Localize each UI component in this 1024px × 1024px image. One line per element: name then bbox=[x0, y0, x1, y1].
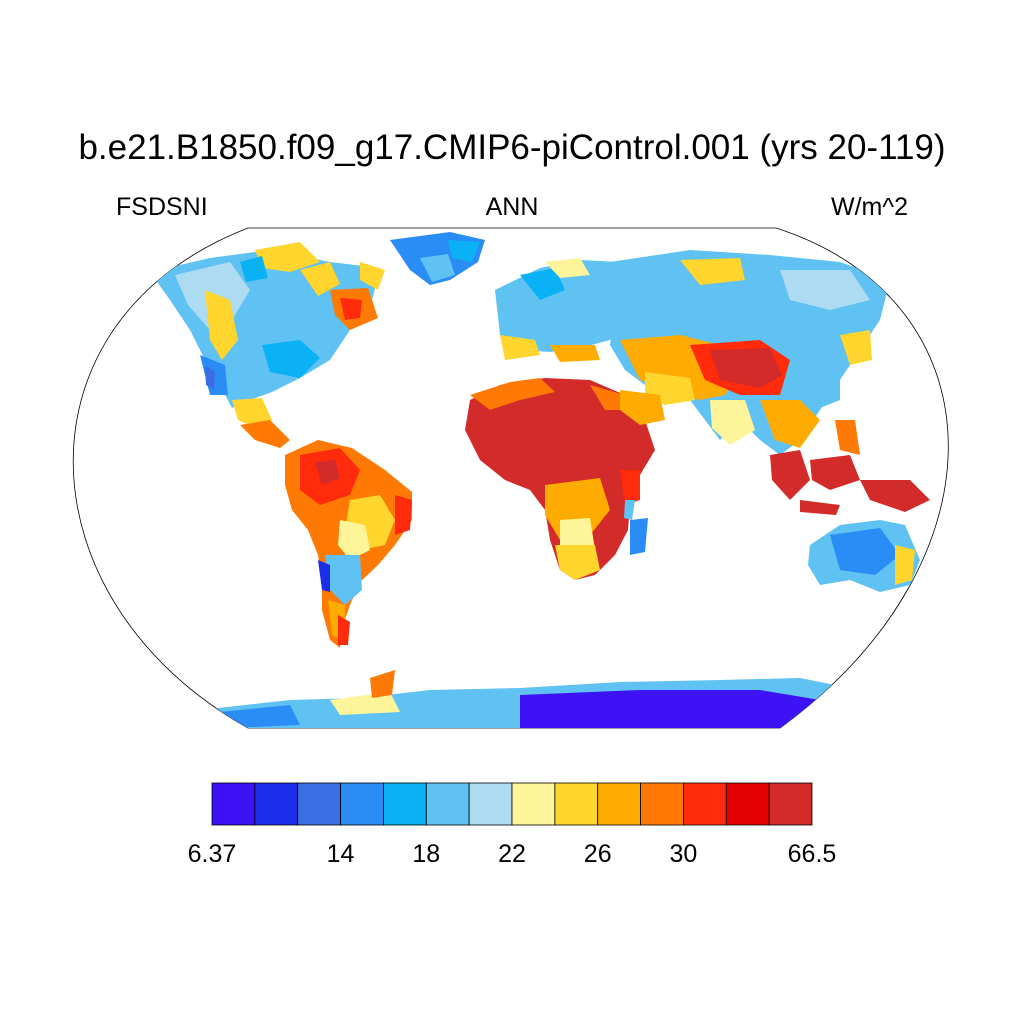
colorbar-tick-label: 30 bbox=[670, 840, 698, 868]
europe bbox=[495, 258, 640, 362]
colorbar-swatch bbox=[768, 782, 813, 826]
maritime-se-asia bbox=[770, 420, 930, 515]
colorbar-swatch bbox=[511, 782, 556, 826]
colorbar-swatch bbox=[683, 782, 727, 826]
colorbar-swatch bbox=[297, 782, 341, 826]
colorbar-swatch bbox=[725, 782, 770, 826]
plot-title: b.e21.B1850.f09_g17.CMIP6-piControl.001 … bbox=[78, 128, 946, 167]
greenland bbox=[390, 232, 485, 285]
colorbar-tick-label: 26 bbox=[584, 840, 612, 868]
africa bbox=[465, 378, 655, 580]
north-america bbox=[150, 242, 385, 448]
colorbar-swatch bbox=[340, 782, 384, 826]
colorbar-swatch bbox=[425, 782, 470, 826]
units-label: W/m^2 bbox=[830, 193, 908, 221]
asia bbox=[610, 250, 890, 455]
colorbar-tick-label: 22 bbox=[498, 840, 526, 868]
antarctica bbox=[160, 670, 900, 728]
colorbar-swatch bbox=[640, 782, 684, 826]
colorbar-tick-label: 14 bbox=[327, 840, 355, 868]
colorbar-swatch bbox=[468, 782, 513, 826]
colorbar-swatch bbox=[254, 782, 299, 826]
colorbar-swatch bbox=[383, 782, 427, 826]
south-america bbox=[285, 440, 412, 648]
colorbar-swatch bbox=[597, 782, 641, 826]
colorbar-tick-label: 66.5 bbox=[788, 840, 837, 868]
variable-label: FSDSNI bbox=[116, 193, 208, 221]
colorbar-swatch bbox=[211, 782, 256, 826]
colorbar-tick-label: 18 bbox=[412, 840, 440, 868]
colorbar-tick-label: 6.37 bbox=[188, 840, 237, 868]
season-label: ANN bbox=[485, 193, 539, 221]
colorbar-swatch bbox=[554, 782, 599, 826]
